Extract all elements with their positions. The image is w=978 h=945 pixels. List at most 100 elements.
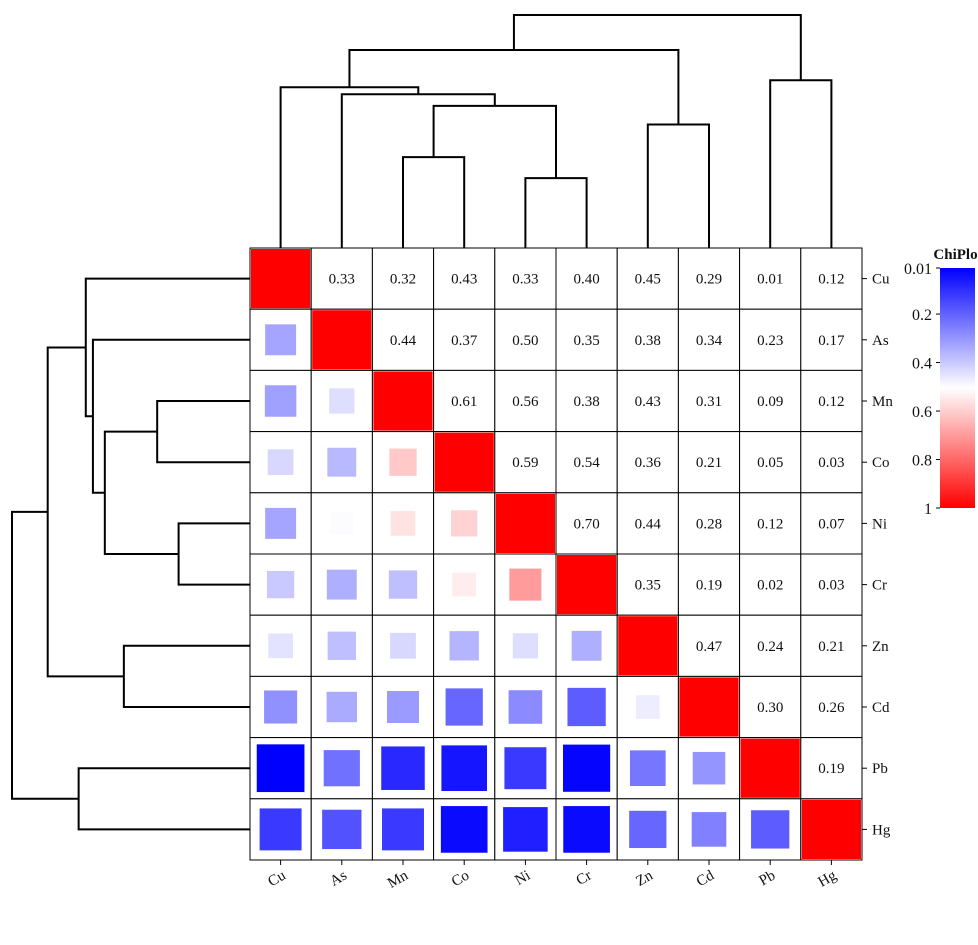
correlation-square-mark	[390, 632, 416, 659]
correlation-value-label: 0.07	[818, 516, 845, 532]
correlation-square-mark	[267, 449, 294, 476]
correlation-value-label: 0.50	[512, 333, 538, 349]
correlation-square-mark	[256, 744, 305, 793]
heatmap-cell	[371, 247, 435, 310]
colorbar-tick-label: 0.8	[912, 453, 932, 470]
correlation-square-mark	[326, 569, 357, 600]
correlation-square-mark	[386, 690, 420, 724]
correlation-square-mark	[691, 812, 727, 847]
correlation-value-label: 0.59	[512, 455, 538, 471]
diagonal-cell	[434, 432, 494, 492]
correlation-square-mark	[390, 511, 416, 536]
heatmap-cell	[800, 492, 863, 555]
heatmap-cell	[800, 247, 863, 310]
heatmap-cell	[555, 492, 618, 555]
correlation-square-mark	[635, 695, 660, 719]
correlation-value-label: 0.17	[818, 333, 845, 349]
correlation-value-label: 0.12	[818, 394, 844, 410]
row-label: Cd	[872, 700, 890, 716]
dendrogram-branch	[77, 767, 250, 831]
column-label: Cd	[694, 867, 718, 890]
correlation-square-mark	[508, 690, 543, 724]
correlation-value-label: 0.43	[635, 394, 661, 410]
dendrogram-branch	[177, 522, 250, 586]
diagonal-cell	[373, 371, 433, 431]
colorbar-tick-label: 0.01	[904, 261, 932, 278]
heatmap-cell	[677, 308, 741, 371]
correlation-square-mark	[441, 745, 488, 792]
correlation-square-mark	[563, 806, 610, 853]
correlation-value-label: 0.26	[818, 700, 845, 716]
heatmap-cell	[800, 308, 863, 371]
diagonal-cell	[618, 616, 678, 676]
dendrogram-branch	[340, 93, 496, 248]
column-label: Mn	[385, 867, 411, 892]
correlation-value-label: 0.03	[818, 578, 844, 594]
dendrogram-branch	[646, 123, 710, 248]
heatmap-cells: 0.33 0.32 0.43 0.33 0.40 0.45 0.29 0.01 0.12 0.44…	[249, 247, 863, 861]
correlation-square-mark	[509, 568, 542, 601]
correlation-value-label: 0.28	[696, 516, 722, 532]
correlation-value-label: 0.19	[696, 578, 722, 594]
correlation-square-mark	[571, 630, 602, 661]
top-dendrogram	[279, 14, 833, 248]
heatmap-cell	[800, 431, 863, 494]
colorbar-title: ChiPlot	[933, 247, 978, 263]
correlation-value-label: 0.32	[390, 272, 416, 288]
correlation-value-label: 0.21	[696, 455, 722, 471]
diagonal-cell	[740, 738, 800, 798]
column-label: Zn	[633, 867, 656, 889]
row-label: As	[872, 333, 889, 349]
heatmap-cell	[555, 308, 618, 371]
heatmap-cell	[739, 614, 802, 677]
correlation-square-mark	[322, 809, 362, 850]
row-label: Pb	[872, 761, 888, 777]
correlation-value-label: 0.35	[635, 578, 661, 594]
correlation-square-mark	[264, 690, 298, 724]
row-label: Ni	[872, 516, 887, 532]
correlation-square-mark	[327, 631, 356, 660]
diagonal-cell	[495, 493, 555, 553]
column-label: Hg	[816, 867, 840, 890]
dendrogram-branch	[402, 156, 466, 248]
correlation-square-mark	[265, 324, 297, 356]
dendrogram-branch	[769, 79, 833, 248]
row-label: Mn	[872, 394, 893, 410]
column-label: Co	[449, 868, 472, 891]
colorbar-tick-label: 0.2	[912, 307, 932, 324]
correlation-value-label: 0.54	[573, 455, 600, 471]
correlation-square-mark	[326, 691, 358, 723]
dendrogram-branch	[91, 338, 250, 494]
correlation-square-mark	[327, 447, 357, 477]
correlation-square-mark	[451, 510, 478, 537]
correlation-value-label: 0.05	[757, 455, 783, 471]
correlation-value-label: 0.47	[696, 639, 723, 655]
dendrogram-branch	[156, 400, 250, 464]
correlation-value-label: 0.37	[451, 333, 478, 349]
heatmap-cell	[310, 247, 373, 310]
correlation-square-mark	[440, 806, 488, 853]
correlation-value-label: 0.03	[818, 455, 844, 471]
heatmap-cell	[739, 553, 802, 616]
dendrogram-branch	[84, 277, 250, 418]
column-labels: Cu As Mn Co Ni Cr Zn Cd Pb Hg	[265, 860, 840, 892]
colorbar-legend: ChiPlot 0.01 0.2 0.4 0.6 0.8 1	[904, 247, 978, 518]
diagonal-cell	[557, 555, 617, 615]
correlation-square-mark	[563, 744, 611, 792]
heatmap-cell	[616, 247, 679, 310]
dendrogram-branch	[432, 104, 557, 179]
column-label: As	[327, 868, 350, 890]
row-label: Hg	[872, 822, 891, 838]
column-label: Cr	[574, 868, 595, 889]
heatmap-cell	[800, 553, 863, 616]
dendrogram-branch	[122, 644, 250, 708]
heatmap-cell	[433, 308, 496, 371]
correlation-value-label: 0.35	[573, 333, 599, 349]
dendrogram-branch	[512, 14, 802, 81]
correlation-value-label: 0.21	[818, 639, 844, 655]
heatmap-cell	[494, 431, 557, 494]
correlation-square-mark	[504, 747, 547, 790]
correlation-square-mark	[388, 570, 418, 599]
correlation-square-mark	[692, 751, 726, 785]
dendrogram-branch	[524, 177, 588, 248]
